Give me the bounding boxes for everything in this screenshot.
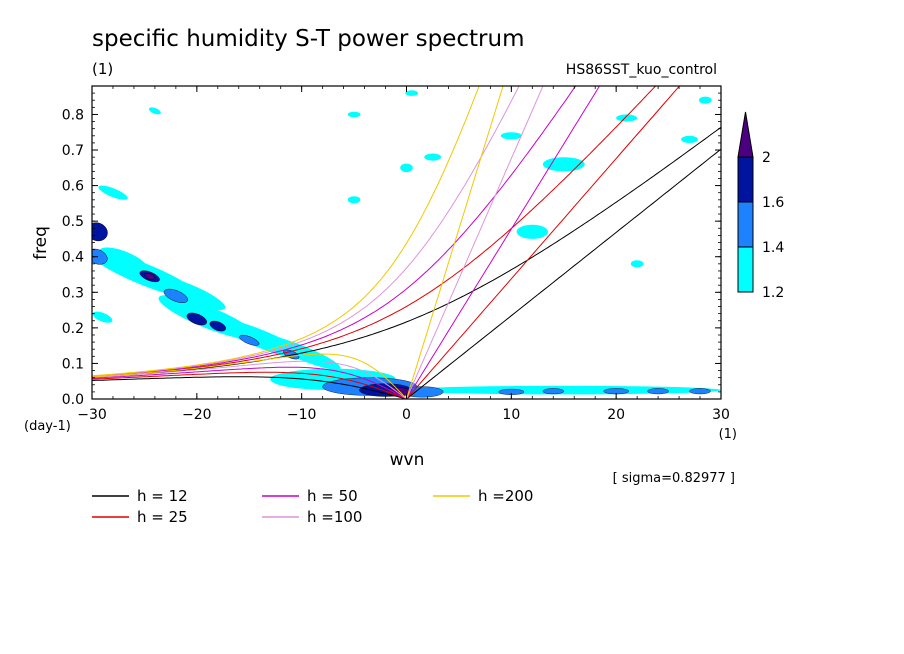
spectral-blob xyxy=(92,311,113,323)
spectral-blob xyxy=(406,385,721,395)
axis-ticks: −30 −20 −10 0 10 20 30 0.0 0.1 0.2 0.3 0.4 0.5 0.6 0.7… xyxy=(62,86,730,423)
spectral-blob xyxy=(616,114,638,122)
spectral-blob xyxy=(424,153,442,161)
dispersion-curves xyxy=(92,86,721,399)
chart-subtitle-left: (1) xyxy=(92,60,113,78)
spectral-blob xyxy=(98,247,149,274)
legend-label: h =100 xyxy=(307,508,362,526)
kelvin-wave-curve xyxy=(406,148,721,399)
spectral-blob xyxy=(647,388,669,395)
spectral-blob xyxy=(630,260,644,268)
legend: h = 12 h = 25 h = 50 h =100 h =200 xyxy=(92,487,533,526)
colorbar-extend-arrow xyxy=(737,111,754,158)
colorbar-segment xyxy=(737,156,754,203)
y-tick-label: 0.2 xyxy=(62,321,84,337)
spectral-blob xyxy=(92,222,108,242)
x-tick-label: 10 xyxy=(502,407,520,423)
rossby-wave-curve xyxy=(92,376,407,399)
spectral-blob xyxy=(144,272,155,280)
legend-label: h = 50 xyxy=(307,487,358,505)
x-tick-label: −10 xyxy=(287,407,317,423)
spectral-blob xyxy=(405,90,419,96)
inertia-gravity-curve xyxy=(92,86,657,378)
colorbar-segment xyxy=(737,201,754,248)
x-tick-label: 20 xyxy=(607,407,625,423)
colorbar-label: 1.6 xyxy=(762,195,784,211)
x-tick-label: −20 xyxy=(182,407,212,423)
spectral-blob xyxy=(347,196,361,204)
legend-label: h = 12 xyxy=(137,487,188,505)
kelvin-wave-curve xyxy=(406,86,544,399)
y-tick-label: 0.0 xyxy=(62,392,84,408)
y-tick-label: 0.1 xyxy=(62,356,84,372)
rossby-wave-curve xyxy=(92,371,407,399)
kelvin-wave-curve xyxy=(406,86,504,399)
x-tick-label: 0 xyxy=(402,407,411,423)
spectral-blob xyxy=(148,107,161,115)
spectral-blob xyxy=(98,185,128,200)
legend-label: h =200 xyxy=(478,487,533,505)
inertia-gravity-curve xyxy=(92,126,721,378)
y-tick-label: 0.8 xyxy=(62,107,84,123)
legend-label: h = 25 xyxy=(137,508,188,526)
x-tick-label: 30 xyxy=(712,407,730,423)
x-axis-label: wvn xyxy=(390,450,425,470)
spectral-blob xyxy=(681,135,698,143)
y-axis-unit: (day-1) xyxy=(24,419,71,434)
y-tick-label: 0.6 xyxy=(62,179,84,195)
colorbar-segment xyxy=(737,246,754,293)
spectral-blob xyxy=(689,388,711,395)
inertia-gravity-curve xyxy=(92,86,520,377)
y-tick-label: 0.5 xyxy=(62,214,84,230)
sigma-annotation: [ sigma=0.82977 ] xyxy=(613,471,735,486)
colorbar-label: 1.4 xyxy=(762,240,784,256)
kelvin-wave-curve xyxy=(406,86,681,399)
spectral-blob xyxy=(147,274,226,311)
rossby-wave-curve xyxy=(92,366,407,399)
spectral-blob xyxy=(400,163,413,173)
x-tick-label: −30 xyxy=(77,407,107,423)
chart-title: specific humidity S-T power spectrum xyxy=(92,26,524,52)
spectral-blob xyxy=(542,388,564,395)
spectral-contour-fill xyxy=(92,90,721,398)
y-tick-label: 0.3 xyxy=(62,285,84,301)
kelvin-wave-curve xyxy=(406,86,601,399)
spectral-blob xyxy=(500,132,522,140)
rossby-wave-curve xyxy=(92,353,407,399)
spectral-blob xyxy=(209,320,226,332)
chart-subtitle-right: HS86SST_kuo_control xyxy=(566,62,717,78)
colorbar-label: 1.2 xyxy=(762,285,784,301)
inertia-gravity-curve xyxy=(92,86,577,377)
y-axis-label: freq xyxy=(31,226,51,260)
inertia-gravity-curve xyxy=(92,86,480,377)
spectral-blob xyxy=(542,157,585,172)
rossby-wave-curve xyxy=(92,360,407,399)
colorbar: 1.2 1.4 1.6 2 xyxy=(737,111,784,301)
spectral-blob xyxy=(699,96,712,104)
spectral-blob xyxy=(186,312,207,326)
y-tick-label: 0.4 xyxy=(62,250,84,266)
spectral-blob xyxy=(163,288,188,303)
spectral-blob xyxy=(347,111,361,118)
y-tick-label: 0.7 xyxy=(62,143,84,159)
colorbar-label: 2 xyxy=(762,150,771,166)
spectral-blob xyxy=(516,224,548,239)
spectral-blob xyxy=(239,334,260,346)
x-axis-unit: (1) xyxy=(719,427,737,442)
